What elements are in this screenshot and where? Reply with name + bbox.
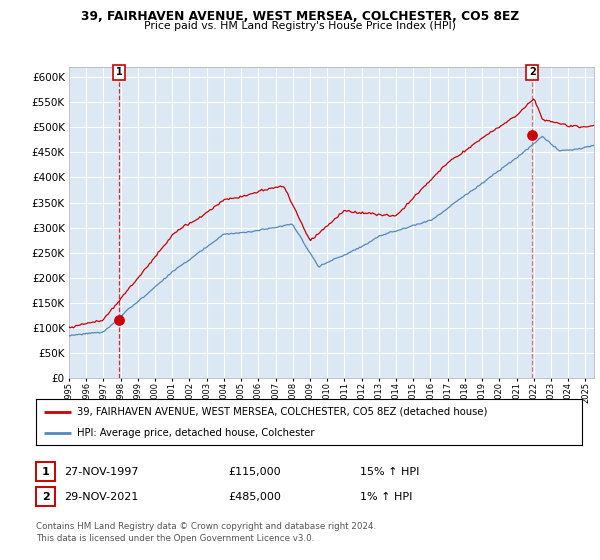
Text: 39, FAIRHAVEN AVENUE, WEST MERSEA, COLCHESTER, CO5 8EZ: 39, FAIRHAVEN AVENUE, WEST MERSEA, COLCH… [81, 10, 519, 22]
Text: £115,000: £115,000 [228, 466, 281, 477]
Text: 1: 1 [42, 466, 49, 477]
Point [527, 130, 537, 139]
Text: 1: 1 [116, 67, 122, 77]
Text: 15% ↑ HPI: 15% ↑ HPI [360, 466, 419, 477]
Text: Contains HM Land Registry data © Crown copyright and database right 2024.
This d: Contains HM Land Registry data © Crown c… [36, 522, 376, 543]
Text: 1% ↑ HPI: 1% ↑ HPI [360, 492, 412, 502]
Text: 2: 2 [529, 67, 536, 77]
Text: £485,000: £485,000 [228, 492, 281, 502]
Point [114, 316, 124, 325]
Text: 27-NOV-1997: 27-NOV-1997 [64, 466, 139, 477]
Text: 39, FAIRHAVEN AVENUE, WEST MERSEA, COLCHESTER, CO5 8EZ (detached house): 39, FAIRHAVEN AVENUE, WEST MERSEA, COLCH… [77, 407, 487, 417]
Text: 2: 2 [42, 492, 49, 502]
Text: HPI: Average price, detached house, Colchester: HPI: Average price, detached house, Colc… [77, 428, 314, 438]
Text: Price paid vs. HM Land Registry's House Price Index (HPI): Price paid vs. HM Land Registry's House … [144, 21, 456, 31]
Text: 29-NOV-2021: 29-NOV-2021 [64, 492, 139, 502]
